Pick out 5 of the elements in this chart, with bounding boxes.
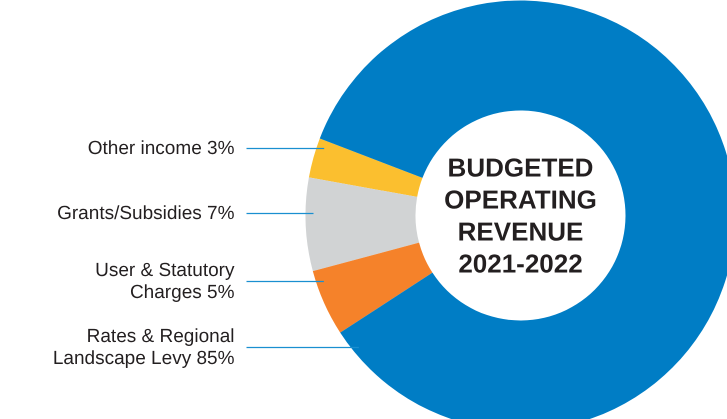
slice-label: Other income 3% (88, 138, 235, 159)
slice-label: Rates & Regional Landscape Levy 85% (52, 326, 235, 369)
slice-label: User & Statutory Charges 5% (95, 260, 235, 303)
slice-label: Grants/Subsidies 7% (57, 203, 235, 224)
text: BUDGETED OPERATING REVENUE 2021-2022 (444, 152, 597, 278)
